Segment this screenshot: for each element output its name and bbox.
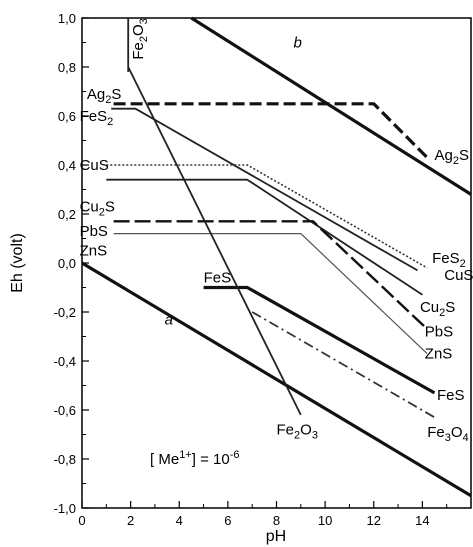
- label-lab_fe2o3_bottom: Fe2O3: [277, 422, 318, 442]
- series-line-a: [81, 261, 472, 498]
- label-lab_fes2_left: FeS2: [80, 108, 114, 128]
- label-lab_cu2s_right: Cu2S: [420, 299, 455, 319]
- label-lab_ag2s_left: Ag2S: [87, 86, 122, 106]
- y-tick-label: 0,2: [58, 207, 76, 222]
- label-lab_zns_left: ZnS: [80, 243, 108, 260]
- series-line-b: [190, 16, 472, 196]
- annotation-mid: ] = 10: [192, 451, 230, 468]
- x-tick-label: 2: [127, 513, 134, 528]
- label-lab_pbs_right: PbS: [425, 324, 453, 341]
- series-line-cu2s: [106, 178, 423, 296]
- series-line-ag2s: [113, 102, 431, 162]
- y-tick-label: 0,6: [58, 109, 76, 124]
- y-tick-label: 1,0: [58, 11, 76, 26]
- x-tick-label: 6: [224, 513, 231, 528]
- label-lab_fes_left: FeS: [204, 270, 232, 287]
- y-tick-label: 0,0: [58, 256, 76, 271]
- label-lab_fe2o3_top: Fe2O3: [130, 18, 150, 59]
- x-tick-label: 0: [78, 513, 85, 528]
- y-tick-label: 0,8: [58, 60, 76, 75]
- annotation-pre: [ Me: [150, 451, 179, 468]
- y-tick-label: -0,2: [54, 305, 76, 320]
- series-line-fes: [203, 285, 436, 395]
- label-lab_fes_right: FeS: [437, 387, 465, 404]
- y-axis-label: Eh (volt): [9, 233, 26, 293]
- plot-area: 0 2 4 6 8 10 12 14 1,0 0,8 0,6 0,4 0,2 0,0 -0,2 -0,4 -0,…: [54, 11, 473, 528]
- line-labels: Fe2O3bAg2SFeS2CuSCu2SPbSZnSFeSaFe2O3Ag2S…: [80, 18, 473, 444]
- label-lab_b: b: [294, 34, 302, 51]
- y-tick-label: -1,0: [54, 501, 76, 516]
- series-line-zns: [113, 233, 428, 355]
- label-lab_cus_right: CuS: [444, 267, 473, 284]
- label-lab_cu2s_left: Cu2S: [80, 199, 115, 219]
- annotation-sup2: -6: [230, 449, 240, 461]
- label-lab_fe3o4_right: Fe3O4: [427, 424, 468, 444]
- y-tick-label: 0,4: [58, 158, 76, 173]
- series-line-cus: [106, 164, 428, 269]
- concentration-annotation: [ Me1+] = 10-6: [150, 449, 239, 468]
- label-lab_fes2_right: FeS2: [432, 250, 466, 270]
- label-lab_pbs_left: PbS: [80, 223, 108, 240]
- x-tick-label: 8: [273, 513, 280, 528]
- annotation-sup1: 1+: [179, 449, 192, 461]
- label-lab_zns_right: ZnS: [425, 346, 453, 363]
- series-line-fes2: [111, 107, 418, 272]
- series-line-fe2o3_steep: [127, 66, 302, 416]
- label-lab_a: a: [165, 311, 173, 328]
- x-tick-label: 14: [415, 513, 429, 528]
- x-tick-label: 4: [176, 513, 183, 528]
- axis-ticks: 0 2 4 6 8 10 12 14 1,0 0,8 0,6 0,4 0,2 0,0 -0,2 -0,4 -0,…: [54, 11, 448, 528]
- x-tick-label: 10: [318, 513, 332, 528]
- y-tick-label: -0,4: [54, 354, 76, 369]
- series-lines: [81, 16, 472, 498]
- x-tick-label: 12: [367, 513, 381, 528]
- x-axis-label: pH: [266, 528, 286, 545]
- series-line-pbs: [113, 220, 429, 330]
- y-tick-label: -0,8: [54, 452, 76, 467]
- y-tick-label: -0,6: [54, 403, 76, 418]
- label-lab_cus_left: CuS: [80, 157, 109, 174]
- label-lab_ag2s_right: Ag2S: [435, 147, 470, 167]
- series-line-fe3o4: [251, 311, 435, 419]
